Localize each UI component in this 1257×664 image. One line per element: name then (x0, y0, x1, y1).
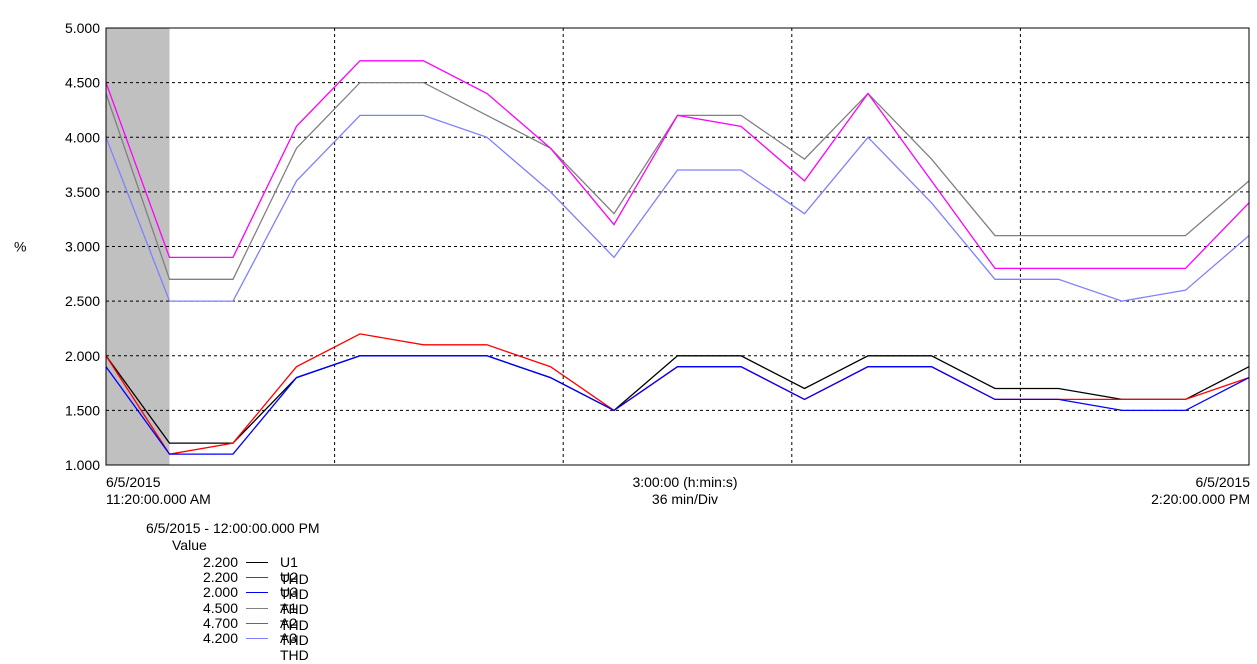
legend-value: 4.200 (202, 629, 238, 646)
x-end-date: 6/5/2015 (1195, 474, 1251, 490)
legend-series-name: U1 THD (280, 554, 309, 587)
series-line-u3-thd (105, 355, 1250, 455)
y-tick-label: 1.000 (65, 457, 100, 473)
legend-item: 4.700 A2 THD (146, 614, 320, 648)
legend-swatch (246, 607, 268, 609)
y-axis-ticks: 1.000 1.500 2.000 2.500 3.000 3.500 4.000 4.500… (65, 20, 100, 473)
y-tick-label: 4.500 (65, 75, 100, 91)
series-line-a2-thd (105, 60, 1250, 270)
legend-swatch (246, 622, 268, 624)
legend-swatch (246, 592, 268, 594)
legend-series-name: U2 THD (280, 569, 309, 603)
cursor-timestamp: 6/5/2015 - 12:00:00.000 PM (146, 520, 320, 536)
series-line-u2-thd (105, 333, 1250, 455)
legend-rows: 2.200 U1 THD 2.200 U2 THD 2.000 U3 THD 4.500 A1… (146, 554, 320, 663)
y-tick-label: 3.000 (65, 239, 100, 255)
x-span-label: 3:00:00 (h:min:s) (632, 474, 738, 490)
legend-swatch (246, 637, 268, 639)
value-header: Value (172, 537, 207, 553)
y-tick-label: 3.500 (65, 184, 100, 200)
plot-area-border (105, 27, 1250, 466)
y-tick-label: 2.000 (65, 348, 100, 364)
legend-swatch (246, 577, 268, 579)
legend: 6/5/2015 - 12:00:00.000 PM Value 2.200 U1… (146, 520, 320, 663)
legend-item: 2.200 U1 THD (146, 554, 320, 587)
legend-swatch (246, 562, 268, 563)
y-tick-label: 2.500 (65, 293, 100, 309)
series-line-a3-thd (105, 114, 1250, 302)
y-tick-label: 5.000 (65, 20, 100, 36)
legend-value: 2.200 (202, 569, 238, 586)
x-division-label: 36 min/Div (651, 491, 719, 507)
series-line-a1-thd (105, 81, 1250, 280)
y-tick-label: 4.000 (65, 129, 100, 145)
x-end-time: 2:20:00.000 PM (1151, 491, 1250, 507)
legend-item: 2.200 U2 THD (146, 569, 320, 602)
legend-value: 4.700 (202, 614, 238, 631)
legend-value: 2.200 (202, 554, 238, 570)
legend-value: 2.000 (202, 584, 238, 601)
x-center-label: 3:00:00 (h:min:s) 36 min/Div (600, 474, 770, 508)
y-axis-label: % (14, 239, 26, 255)
legend-series-name: U3 THD (280, 584, 309, 618)
x-end-label: 6/5/2015 2:20:00.000 PM (1151, 474, 1250, 508)
x-start-time: 11:20:00.000 AM (106, 491, 211, 507)
legend-value: 4.500 (202, 599, 238, 616)
legend-series-name: A2 THD (280, 614, 309, 648)
y-tick-label: 1.500 (65, 402, 100, 418)
series-lines (105, 60, 1250, 455)
legend-series-name: A1 THD (280, 599, 309, 633)
x-start-date: 6/5/2015 (106, 474, 161, 490)
legend-item: 2.000 U3 THD (146, 584, 320, 617)
legend-item: 4.200 A3 THD (146, 629, 320, 663)
legend-item: 4.500 A1 THD (146, 599, 320, 633)
x-start-label: 6/5/2015 11:20:00.000 AM (106, 474, 211, 508)
